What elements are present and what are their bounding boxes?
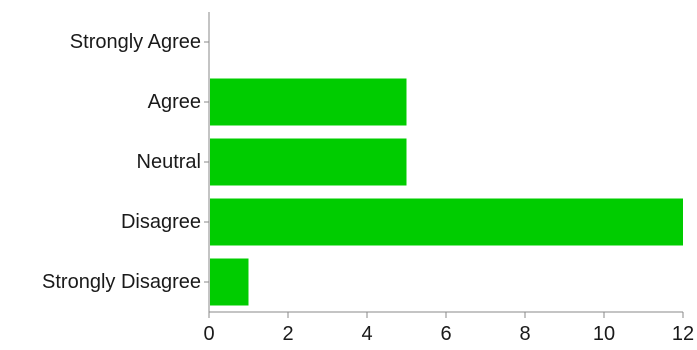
- x-tick-label: 8: [519, 323, 530, 345]
- bar-strongly-disagree: [210, 258, 249, 306]
- bars-group: [210, 78, 683, 306]
- category-label: Neutral: [137, 151, 201, 173]
- category-label: Strongly Disagree: [42, 271, 201, 293]
- x-tick-label: 6: [440, 323, 451, 345]
- bar-disagree: [210, 198, 683, 246]
- category-label: Agree: [148, 91, 201, 113]
- x-axis: 0 2 4 6 8 10 12: [203, 311, 694, 345]
- bar-neutral: [210, 138, 407, 186]
- x-tick-label: 10: [593, 323, 615, 345]
- x-tick-label: 2: [282, 323, 293, 345]
- bar-agree: [210, 78, 407, 126]
- x-tick-label: 0: [203, 323, 214, 345]
- y-axis: Strongly Agree Agree Neutral Disagree Strong…: [42, 12, 210, 312]
- x-tick-label: 12: [672, 323, 694, 345]
- category-label: Disagree: [121, 211, 201, 233]
- category-label: Strongly Agree: [70, 31, 201, 53]
- x-tick-label: 4: [361, 323, 372, 345]
